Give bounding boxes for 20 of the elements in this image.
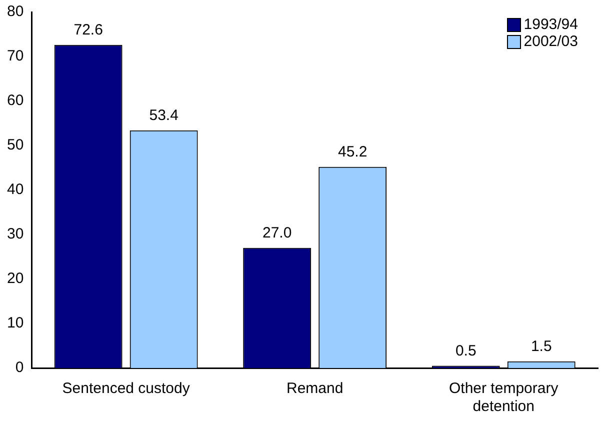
data-label: 53.4 [149, 107, 178, 124]
x-tick-label: Other temporary detention [449, 380, 559, 416]
legend-label: 1993/94 [524, 16, 578, 33]
data-label: 45.2 [338, 144, 368, 160]
data-label: 0.5 [455, 342, 476, 360]
y-tick-label: 40 [6, 181, 24, 198]
y-tick-label: 70 [6, 48, 24, 65]
y-tick-label: 30 [6, 226, 24, 243]
data-label: 1.5 [530, 338, 552, 355]
data-label: 72.6 [74, 22, 103, 39]
y-tick-label: 80 [6, 3, 24, 20]
y-tick-label: 10 [6, 314, 24, 332]
y-tick-label: 0 [15, 359, 24, 376]
y-tick-label: 20 [6, 270, 24, 288]
y-tick-label: 60 [6, 92, 24, 110]
data-label: 27.0 [262, 224, 292, 242]
legend-label: 2002/03 [524, 33, 578, 50]
x-tick-label: Remand [286, 380, 344, 398]
y-tick-label: 50 [6, 136, 24, 154]
x-tick-label: Sentenced custody [62, 380, 190, 398]
